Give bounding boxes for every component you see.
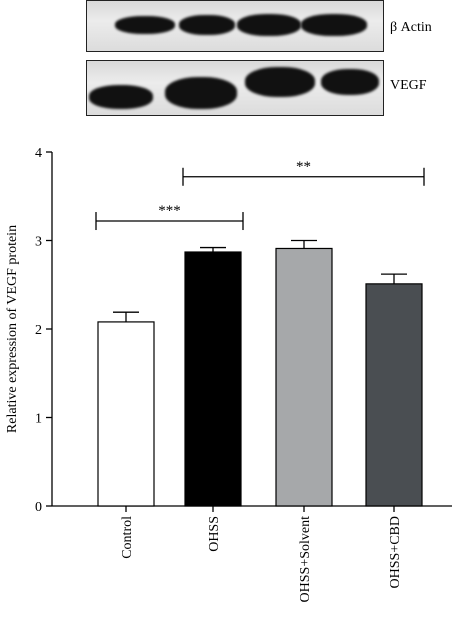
beta-actin-blot <box>86 0 384 52</box>
bar-2 <box>275 247 333 507</box>
y-axis-label: Relative expression of VEGF protein <box>5 225 20 433</box>
beta-actin-band-2 <box>179 15 235 35</box>
y-tick-label-4: 4 <box>35 146 42 161</box>
category-label-1: OHSS <box>207 516 222 552</box>
beta-actin-band-1 <box>115 16 175 34</box>
vegf-band-2 <box>165 77 237 109</box>
beta-actin-band-4 <box>301 14 367 36</box>
vegf-label: VEGF <box>390 78 427 93</box>
category-label-0: Control <box>120 516 135 559</box>
bar-0 <box>97 321 155 507</box>
vegf-blot <box>86 60 384 116</box>
category-label-2: OHSS+Solvent <box>298 516 313 603</box>
vegf-band-1 <box>89 85 153 109</box>
sig-label-0: *** <box>158 203 181 219</box>
beta-actin-label: β Actin <box>390 20 432 35</box>
vegf-bar-chart: 0 1 2 3 4 Relative expression of VEGF protein… <box>5 146 452 603</box>
category-label-3: OHSS+CBD <box>388 516 403 588</box>
y-tick-label-3: 3 <box>35 235 42 250</box>
vegf-band-4 <box>321 69 379 95</box>
beta-actin-band-3 <box>237 14 301 36</box>
bar-1 <box>184 251 242 507</box>
y-tick-label-2: 2 <box>35 323 42 338</box>
y-tick-label-0: 0 <box>35 500 42 515</box>
bar-3 <box>365 283 423 507</box>
vegf-band-3 <box>245 67 315 97</box>
y-tick-label-1: 1 <box>35 412 42 427</box>
sig-label-1: ** <box>296 159 311 175</box>
